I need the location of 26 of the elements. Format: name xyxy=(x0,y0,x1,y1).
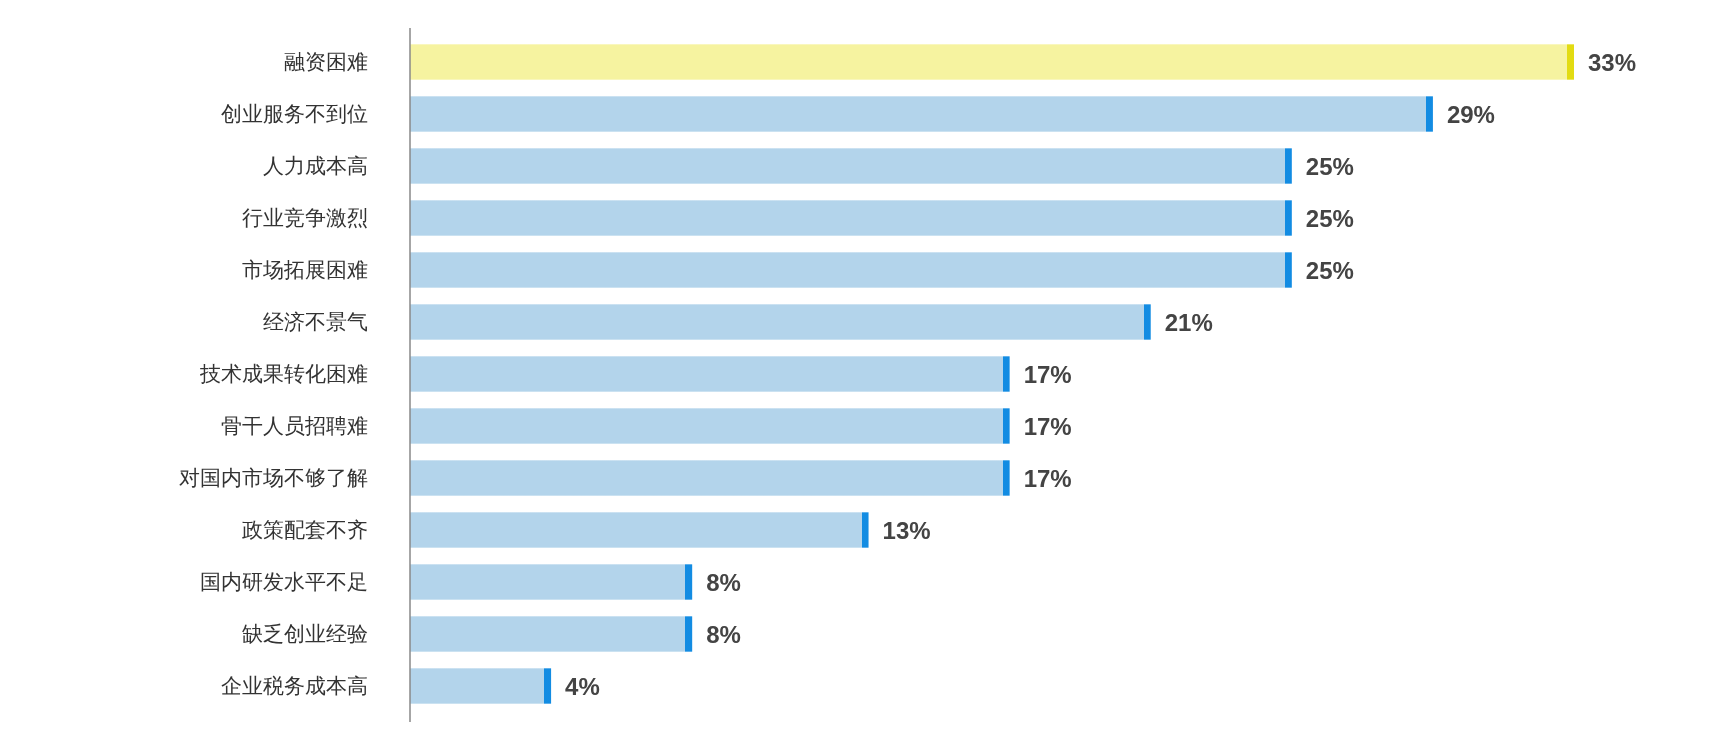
y-tick-label: 融资困难 xyxy=(284,50,368,74)
data-label: 13% xyxy=(882,516,931,544)
data-label: 8% xyxy=(706,568,741,596)
y-tick-label: 缺乏创业经验 xyxy=(242,622,368,646)
y-tick-label: 创业服务不到位 xyxy=(221,102,368,126)
data-label: 25% xyxy=(1305,204,1354,232)
y-tick-label: 行业竞争激烈 xyxy=(242,206,368,230)
data-label: 8% xyxy=(706,620,741,648)
y-tick-label: 经济不景气 xyxy=(263,310,368,334)
y-tick-label: 人力成本高 xyxy=(263,154,368,178)
y-tick-label: 政策配套不齐 xyxy=(242,518,368,542)
data-label: 17% xyxy=(1023,360,1072,388)
data-label: 4% xyxy=(565,672,600,700)
y-tick-label: 国内研发水平不足 xyxy=(200,570,368,594)
data-label: 33% xyxy=(1588,48,1637,76)
y-tick-label: 对国内市场不够了解 xyxy=(179,466,368,490)
y-tick-label: 骨干人员招聘难 xyxy=(221,414,368,438)
y-tick-label: 技术成果转化困难 xyxy=(199,362,368,386)
y-tick-label: 企业税务成本高 xyxy=(221,674,368,698)
data-label: 29% xyxy=(1446,100,1495,128)
y-tick-label: 市场拓展困难 xyxy=(242,258,368,282)
data-label: 25% xyxy=(1305,256,1354,284)
data-label: 25% xyxy=(1305,152,1354,180)
data-label: 21% xyxy=(1164,308,1213,336)
data-label: 17% xyxy=(1023,464,1072,492)
data-label: 17% xyxy=(1023,412,1072,440)
